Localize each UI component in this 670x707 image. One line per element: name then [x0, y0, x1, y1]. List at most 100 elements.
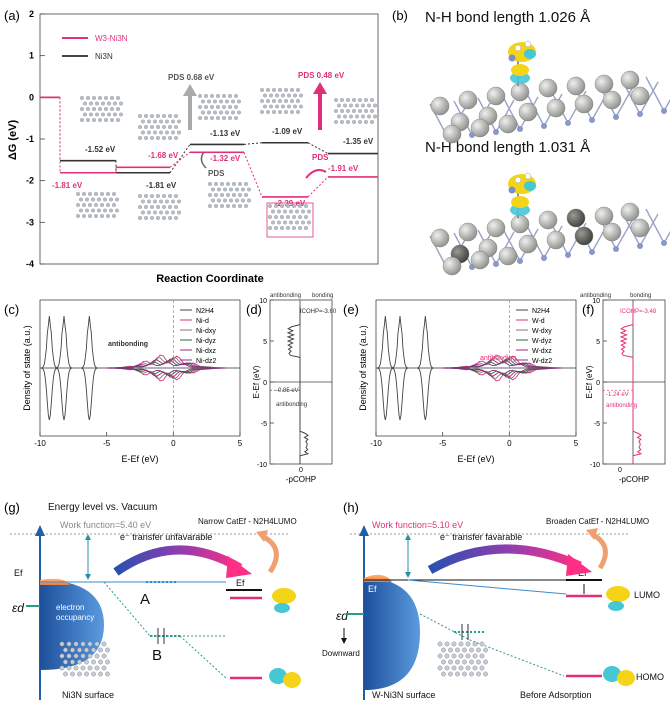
- value-black-4: -1.09 eV: [272, 127, 303, 136]
- surface-atom: [451, 653, 457, 659]
- thumbnail-atom: [150, 136, 154, 140]
- thumbnail-atom: [355, 103, 359, 108]
- panel-g-energy-axis-head: [35, 525, 45, 536]
- thumbnail-atom: [295, 220, 299, 225]
- thumbnail-atom: [156, 205, 160, 209]
- nickel-atom: [546, 98, 566, 118]
- panel-f-header-left: antibonding: [580, 293, 611, 299]
- panel-d-icohp: ICOHP=-3.60: [300, 309, 337, 315]
- thumbnail-atom: [156, 136, 160, 140]
- thumbnail-atom: [234, 94, 238, 98]
- panel-e-annotation: antibonding: [480, 355, 516, 362]
- slab-bond: [615, 84, 635, 118]
- y-tick-label: 2: [29, 9, 34, 19]
- nickel-atom: [430, 96, 450, 116]
- n2h4-peak: [55, 315, 73, 369]
- n2h4-peak-down: [376, 367, 394, 421]
- surface-atom: [455, 671, 460, 677]
- thumbnail-atom: [208, 204, 212, 208]
- metal-d-band: [442, 361, 563, 369]
- thumbnail-atom: [76, 214, 80, 218]
- thumbnail-atom: [337, 114, 341, 119]
- panel-h-broaden-text: Broaden CatEf - N2H4LUMO: [546, 517, 649, 526]
- panel-h-ed-label: εd: [336, 609, 348, 623]
- nitrogen-atom: [637, 243, 643, 249]
- thumbnail-atom: [177, 210, 181, 215]
- slab-bond: [645, 208, 665, 244]
- panel-f-cohp-curve: [603, 300, 665, 464]
- tungsten-atom: [574, 226, 594, 246]
- thumbnail-atom: [204, 116, 208, 120]
- surface-atom: [105, 659, 110, 665]
- legend-label: Ni-dxy: [196, 328, 216, 335]
- panel-f-xtick: 0: [618, 467, 622, 474]
- value-black-3: -1.13 eV: [210, 129, 241, 138]
- thumbnail-atom: [213, 110, 217, 115]
- surface-atom: [444, 641, 450, 647]
- nickel-atom: [574, 94, 594, 114]
- n2h4-peak: [391, 315, 409, 369]
- thumbnail-atom: [82, 203, 86, 207]
- hydrogen-atom: [524, 40, 532, 48]
- n2h4-peak-down: [391, 367, 409, 421]
- thumbnail-atom: [364, 120, 368, 124]
- surface-atom: [66, 641, 72, 647]
- x-tick-label: -10: [34, 439, 46, 448]
- panel-e-legend: N2H4 W-d W-dxy W-dyz W-dxz W-dz2: [516, 308, 552, 365]
- thumbnail-atom: [235, 187, 239, 192]
- thumbnail-atom: [113, 112, 117, 117]
- surface-atom: [73, 653, 79, 659]
- thumbnail-atom: [299, 104, 303, 109]
- thumbnail-atom: [174, 216, 178, 220]
- value-pink-5: -1.91 eV: [328, 164, 359, 173]
- panel-f-level: -1.24 eV: [606, 392, 629, 398]
- thumbnail-atom: [304, 215, 308, 219]
- panel-b-top-text: N-H bond length 1.026 Å: [425, 9, 590, 26]
- surface-atom: [77, 671, 82, 677]
- thumbnail-atom: [272, 110, 276, 114]
- legend-label: N2H4: [196, 308, 214, 315]
- thumbnail-atom: [290, 99, 294, 103]
- panel-b-top-structure: [429, 40, 670, 144]
- thumbnail-atom: [231, 110, 235, 115]
- surface-atom: [66, 665, 72, 671]
- n2h4-peak-down: [80, 367, 98, 421]
- y-tick-label: -3: [26, 217, 34, 227]
- panel-g-transfer-text: e⁻ transfer unfavarable: [120, 532, 212, 542]
- hydrogen-atom: [524, 172, 532, 180]
- thumbnail-atom: [238, 182, 242, 186]
- n2h4-peak: [376, 315, 394, 369]
- panel-g: (g) Energy level vs. Vacuum Work functio…: [4, 500, 301, 700]
- thumbnail-atom: [226, 204, 230, 208]
- nickel-atom: [630, 86, 650, 106]
- thumbnail-atom: [244, 204, 248, 208]
- surface-atom: [63, 647, 68, 653]
- thumbnail-atom: [208, 182, 212, 186]
- panel-g-orange-arrow: [260, 533, 279, 574]
- panel-h-downward-text: Downward: [322, 649, 360, 658]
- panel-a-x-title: Reaction Coordinate: [156, 273, 264, 285]
- panel-d-xtick: 0: [299, 467, 303, 474]
- panel-c-annotation: antibonding: [108, 341, 148, 348]
- thumbnail-atom: [260, 110, 264, 114]
- thumbnail-atom: [214, 182, 218, 186]
- thumbnail-atom: [304, 204, 308, 208]
- thumbnail-atom: [165, 210, 169, 215]
- thumbnail-atom: [156, 125, 160, 129]
- thumbnail-atom: [219, 99, 223, 104]
- legend-label: Ni-dyz: [196, 338, 216, 345]
- nitrogen-atom: [541, 255, 547, 261]
- thumbnail-atom: [263, 93, 267, 98]
- thumbnail-atom: [174, 125, 178, 129]
- surface-atom: [472, 653, 478, 659]
- thumbnail-atom: [100, 214, 104, 218]
- surface-atom: [458, 665, 464, 671]
- legend-label: Ni-dxz: [196, 348, 216, 355]
- surface-atom: [483, 647, 488, 653]
- surface-atom: [70, 671, 75, 677]
- x-tick-label: 5: [574, 439, 579, 448]
- surface-atom: [448, 659, 453, 665]
- thumbnail-atom: [159, 210, 163, 215]
- thumbnail-atom: [97, 197, 101, 202]
- thumbnail-atom: [174, 136, 178, 140]
